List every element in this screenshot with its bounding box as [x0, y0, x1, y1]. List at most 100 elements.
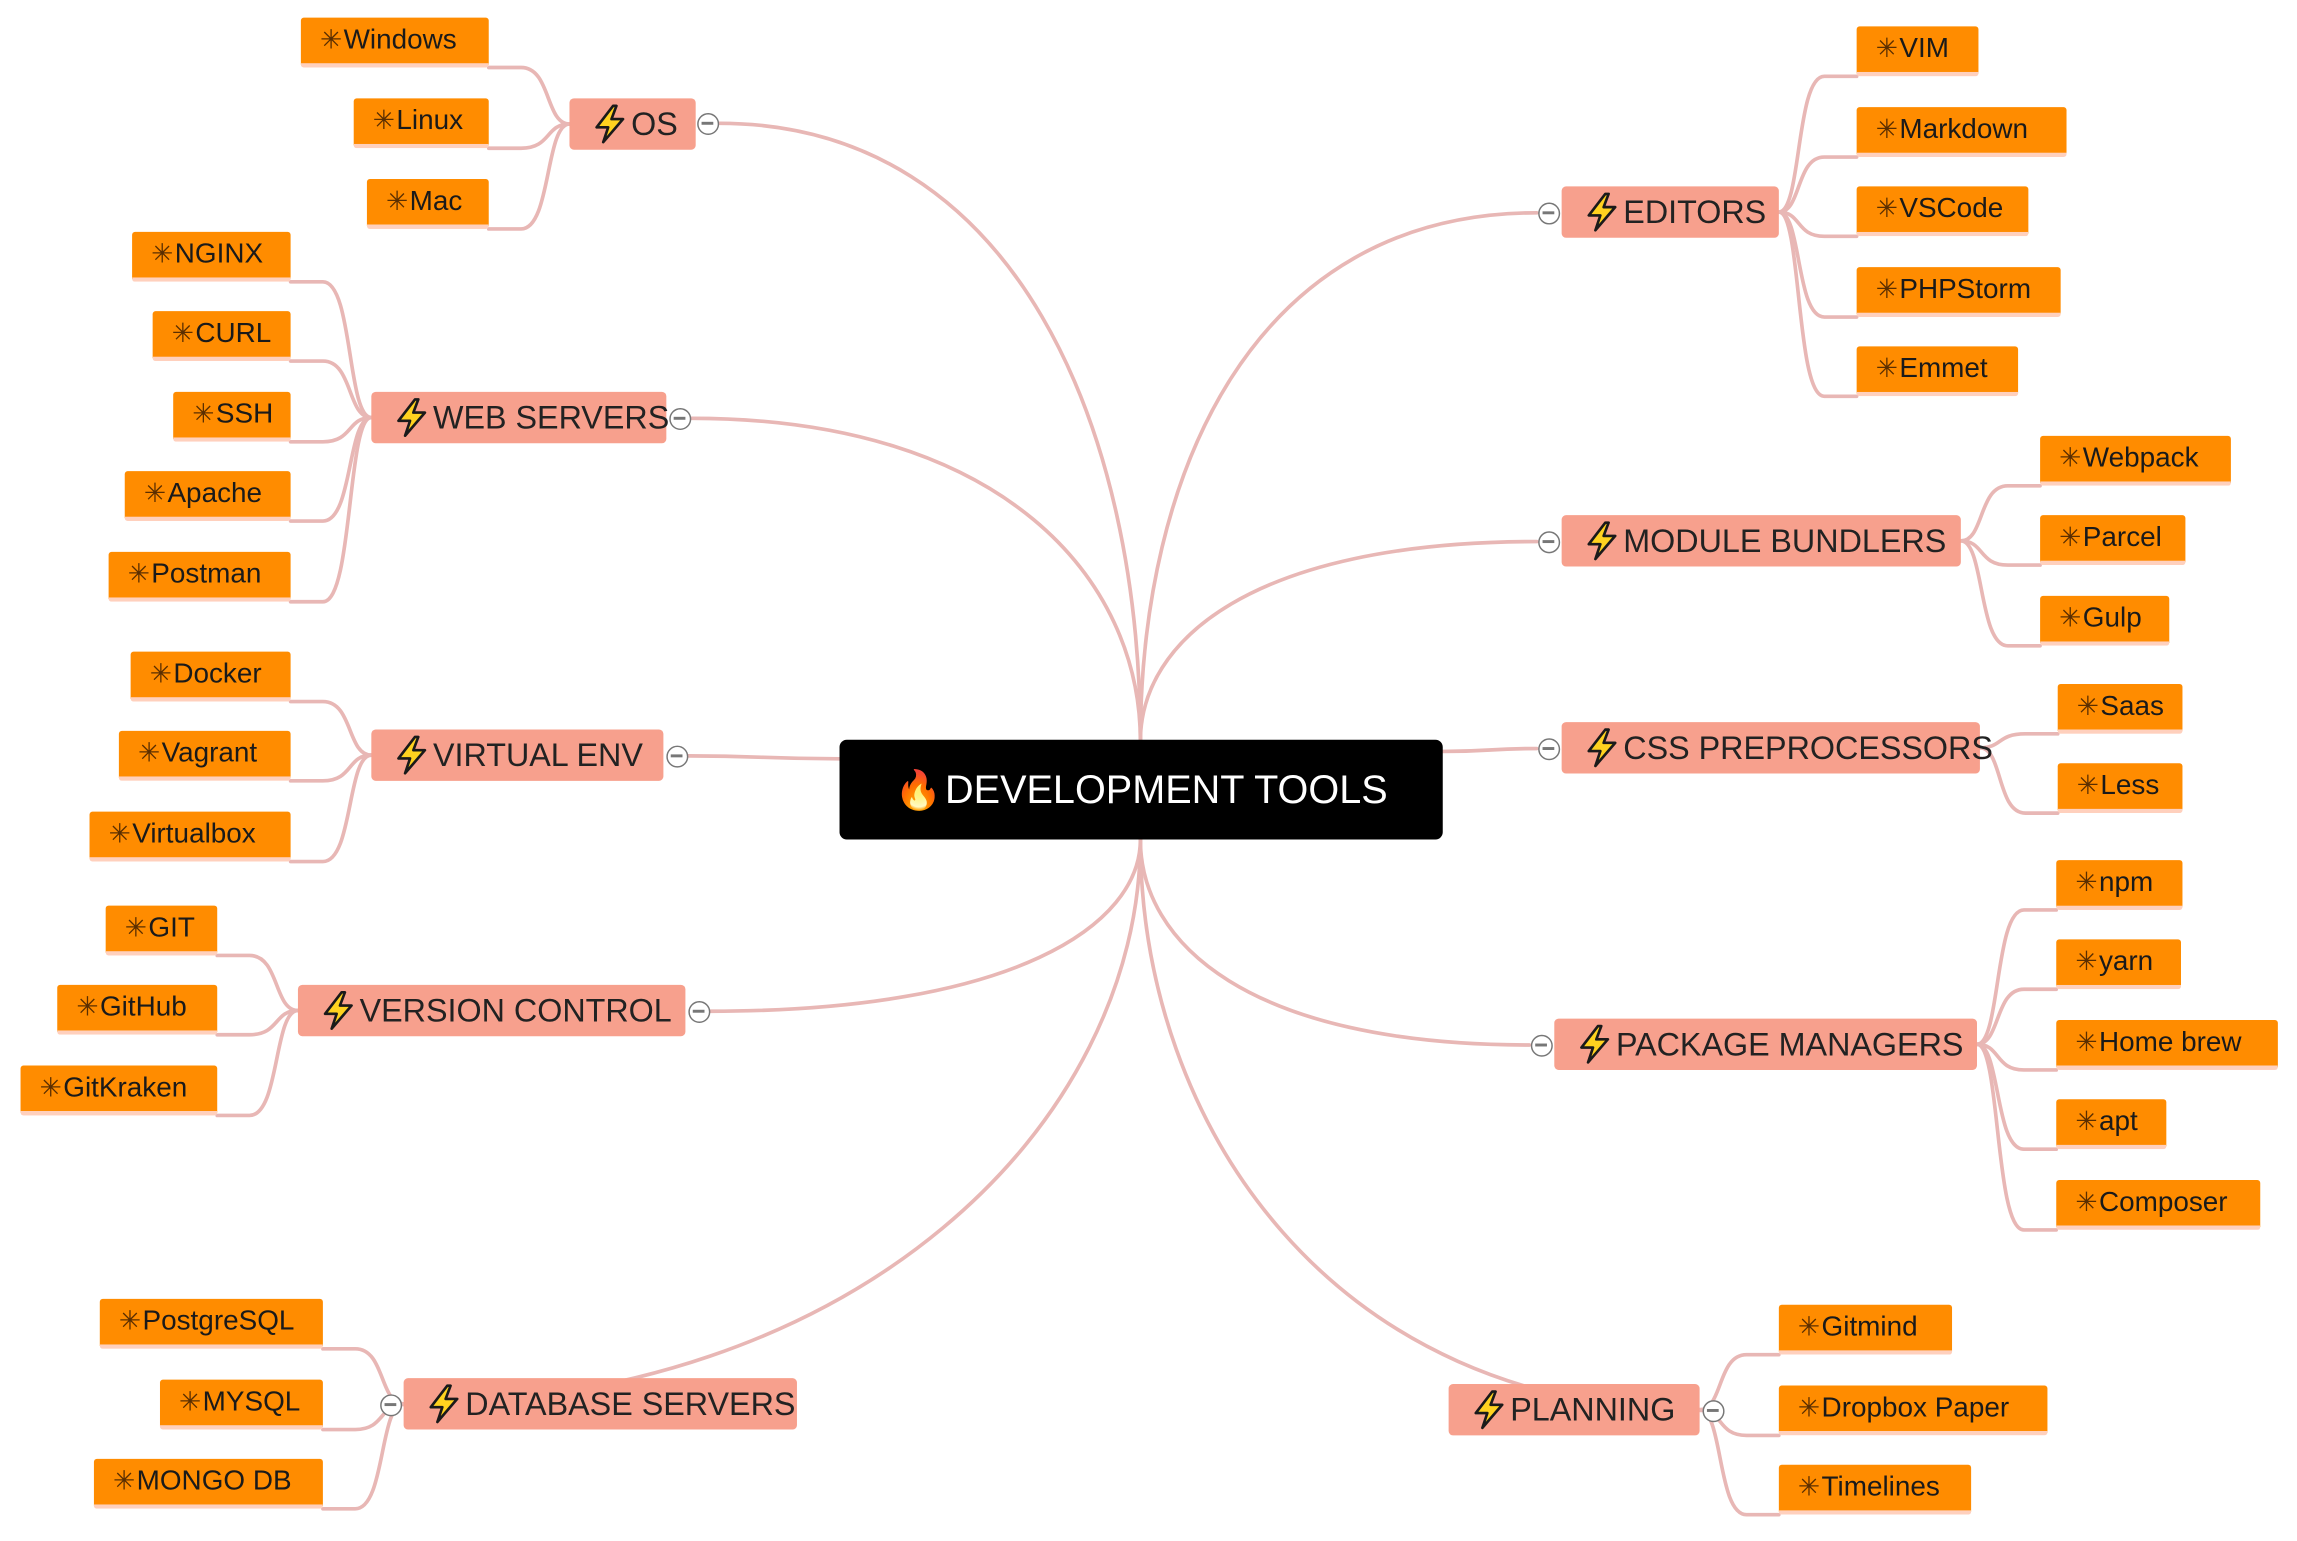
leaf-label: Emmet: [1899, 352, 1988, 384]
branch-virtual-env[interactable]: VIRTUAL ENV: [371, 729, 664, 781]
leaf-label: Gulp: [2082, 602, 2142, 634]
asterisk-icon: ✳: [124, 912, 147, 943]
asterisk-icon: ✳: [2059, 522, 2082, 552]
leaf-os[interactable]: ✳ Linux: [353, 98, 489, 149]
branch-label: WEB SERVERS: [432, 398, 670, 436]
leaf-planning[interactable]: ✳ Dropbox Paper: [1778, 1385, 2048, 1436]
branch-package-managers[interactable]: PACKAGE MANAGERS: [1554, 1018, 1977, 1070]
branch-database-servers[interactable]: DATABASE SERVERS: [403, 1378, 797, 1430]
branch-module-bundlers[interactable]: MODULE BUNDLERS: [1561, 515, 1961, 567]
leaf-web-servers[interactable]: ✳ CURL: [152, 311, 291, 362]
asterisk-icon: ✳: [108, 818, 131, 849]
asterisk-icon: ✳: [2075, 1027, 2098, 1057]
root-link-css-preprocessors: [1440, 746, 1539, 754]
leaf-editors[interactable]: ✳ Emmet: [1856, 346, 2019, 397]
leaf-link-virtual-env: [288, 753, 374, 783]
leaf-link-css-preprocessors: [1978, 732, 2060, 750]
leaf-planning[interactable]: ✳ Timelines: [1778, 1464, 1972, 1515]
leaf-web-servers[interactable]: ✳ Apache: [124, 471, 291, 522]
leaf-package-managers[interactable]: ✳ Home brew: [2056, 1020, 2278, 1070]
lightning-icon: [1587, 728, 1617, 768]
branch-os[interactable]: OS: [569, 98, 696, 150]
leaf-database-servers[interactable]: ✳ MONGO DB: [93, 1458, 323, 1509]
leaf-link-version-control: [215, 1008, 300, 1118]
root-link-planning: [1138, 837, 1703, 1413]
asterisk-icon: ✳: [2076, 691, 2099, 721]
branch-web-servers[interactable]: WEB SERVERS: [371, 391, 670, 444]
asterisk-icon: ✳: [1797, 1312, 1821, 1342]
leaf-database-servers[interactable]: ✳ PostgreSQL: [99, 1298, 323, 1349]
branch-label: EDITORS: [1623, 193, 1767, 230]
asterisk-icon: ✳: [39, 1072, 62, 1103]
leaf-link-package-managers: [1975, 1042, 2059, 1072]
leaf-editors[interactable]: ✳ VSCode: [1856, 186, 2029, 237]
leaf-editors[interactable]: ✳ Markdown: [1856, 107, 2067, 158]
branch-css-preprocessors[interactable]: CSS PREPROCESSORS: [1561, 722, 1993, 774]
collapse-toggle-web-servers[interactable]: [668, 407, 691, 430]
leaf-module-bundlers[interactable]: ✳ Gulp: [2040, 595, 2170, 646]
leaf-link-package-managers: [1975, 908, 2059, 1047]
leaf-link-web-servers: [288, 415, 374, 604]
branch-label: VIRTUAL ENV: [432, 736, 643, 773]
leaf-package-managers[interactable]: ✳ Composer: [2056, 1180, 2261, 1230]
leaf-package-managers[interactable]: ✳ apt: [2056, 1099, 2167, 1150]
leaf-version-control[interactable]: ✳ GIT: [105, 905, 218, 956]
leaf-link-planning: [1697, 1407, 1781, 1517]
branch-planning[interactable]: PLANNING: [1448, 1384, 1700, 1436]
collapse-toggle-os[interactable]: [696, 112, 719, 135]
root-link-os: [717, 121, 1143, 744]
leaf-web-servers[interactable]: ✳ Postman: [108, 551, 291, 602]
collapse-toggle-package-managers[interactable]: [1530, 1033, 1553, 1057]
leaf-css-preprocessors[interactable]: ✳ Less: [2057, 763, 2183, 814]
leaf-css-preprocessors[interactable]: ✳ Saas: [2057, 683, 2183, 734]
leaf-virtual-env[interactable]: ✳ Docker: [130, 651, 291, 702]
leaf-link-editors: [1777, 210, 1859, 239]
leaf-module-bundlers[interactable]: ✳ Webpack: [2040, 435, 2231, 486]
collapse-toggle-database-servers[interactable]: [379, 1393, 402, 1416]
leaf-os[interactable]: ✳ Windows: [300, 17, 489, 68]
leaf-editors[interactable]: ✳ PHPStorm: [1856, 267, 2061, 318]
leaf-label: Webpack: [2082, 442, 2199, 474]
branch-label: MODULE BUNDLERS: [1623, 521, 1947, 559]
collapse-toggle-module-bundlers[interactable]: [1537, 530, 1560, 553]
collapse-toggle-planning[interactable]: [1701, 1399, 1724, 1422]
leaf-web-servers[interactable]: ✳ NGINX: [132, 231, 291, 282]
leaf-package-managers[interactable]: ✳ yarn: [2056, 939, 2182, 990]
leaf-link-package-managers: [1975, 987, 2059, 1047]
leaf-label: Apache: [167, 477, 263, 509]
asterisk-icon: ✳: [1797, 1472, 1821, 1502]
branch-version-control[interactable]: VERSION CONTROL: [297, 984, 686, 1037]
leaf-version-control[interactable]: ✳ GitHub: [57, 984, 218, 1035]
leaf-editors[interactable]: ✳ VIM: [1856, 26, 1979, 77]
root-node[interactable]: 🔥 DEVELOPMENT TOOLS: [839, 739, 1443, 840]
asterisk-icon: ✳: [192, 399, 215, 429]
leaf-label: MYSQL: [202, 1386, 301, 1418]
leaf-virtual-env[interactable]: ✳ Vagrant: [118, 730, 291, 781]
leaf-database-servers[interactable]: ✳ MYSQL: [159, 1379, 323, 1430]
leaf-planning[interactable]: ✳ Gitmind: [1778, 1304, 1953, 1355]
asterisk-icon: ✳: [1797, 1392, 1821, 1423]
collapse-toggle-editors[interactable]: [1537, 201, 1560, 224]
lightning-icon: [397, 398, 427, 438]
branch-editors[interactable]: EDITORS: [1561, 186, 1779, 238]
leaf-web-servers[interactable]: ✳ SSH: [173, 391, 291, 442]
leaf-version-control[interactable]: ✳ GitKraken: [20, 1065, 218, 1116]
collapse-toggle-virtual-env[interactable]: [665, 744, 688, 767]
leaf-virtual-env[interactable]: ✳ Virtualbox: [89, 811, 291, 862]
collapse-toggle-css-preprocessors[interactable]: [1537, 737, 1560, 760]
leaf-package-managers[interactable]: ✳ npm: [2056, 860, 2183, 910]
leaf-os[interactable]: ✳ Mac: [366, 179, 489, 229]
asterisk-icon: ✳: [2075, 946, 2098, 977]
leaf-link-editors: [1777, 74, 1859, 214]
leaf-label: Markdown: [1899, 113, 2028, 145]
leaf-link-web-servers: [288, 359, 374, 420]
asterisk-icon: ✳: [1875, 33, 1898, 64]
lightning-icon: [1474, 1390, 1504, 1430]
collapse-toggle-version-control[interactable]: [687, 1000, 710, 1023]
leaf-module-bundlers[interactable]: ✳ Parcel: [2040, 515, 2186, 566]
leaf-label: Windows: [343, 24, 457, 56]
asterisk-icon: ✳: [2075, 1106, 2098, 1136]
leaf-label: Composer: [2098, 1186, 2228, 1218]
asterisk-icon: ✳: [1875, 274, 1898, 304]
leaf-label: Home brew: [2098, 1026, 2242, 1058]
